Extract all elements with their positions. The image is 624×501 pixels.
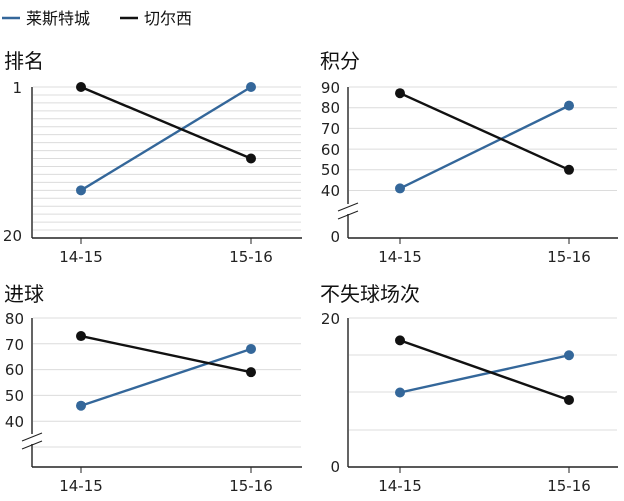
series-line-chelsea bbox=[80, 85, 252, 160]
x-tick-label-rank-1516: 15-16 bbox=[229, 248, 273, 266]
data-point-chelsea-1415 bbox=[76, 331, 86, 342]
data-point-leicester-1516 bbox=[564, 100, 574, 111]
y-tick-label-clean-sheets-20: 20 bbox=[321, 310, 340, 328]
legend-label-leicester: 莱斯特城 bbox=[26, 9, 90, 28]
panel-title-clean-sheets: 不失球场次 bbox=[320, 282, 420, 306]
y-tick-label-goals-50: 50 bbox=[5, 387, 24, 405]
y-tick-label-goals-60: 60 bbox=[5, 361, 24, 379]
series-line-chelsea bbox=[399, 92, 570, 171]
gridlines-points bbox=[349, 86, 617, 239]
series-points bbox=[395, 88, 574, 194]
data-point-chelsea-1516 bbox=[246, 367, 256, 378]
data-point-leicester-1516 bbox=[246, 82, 256, 92]
data-point-chelsea-1516 bbox=[246, 153, 256, 164]
y-tick-label-points-50: 50 bbox=[321, 161, 340, 179]
y-tick-label-rank-20: 20 bbox=[3, 227, 22, 245]
series-goals bbox=[76, 331, 256, 411]
data-point-leicester-1415 bbox=[395, 387, 405, 398]
axis-break-goals-b bbox=[21, 440, 43, 450]
x-tick-label-goals-1415: 14-15 bbox=[59, 477, 103, 495]
y-tick-label-clean-sheets-0: 0 bbox=[330, 458, 340, 476]
series-clean-sheets bbox=[395, 335, 574, 405]
data-point-leicester-1516 bbox=[564, 350, 574, 361]
panel-rank: 排名 1 20 14-15 15-16 bbox=[3, 49, 302, 266]
y-tick-label-points-90: 90 bbox=[321, 79, 340, 97]
y-tick-label-points-40: 40 bbox=[321, 182, 340, 200]
data-point-chelsea-1415 bbox=[395, 88, 405, 99]
series-line-chelsea bbox=[80, 334, 252, 374]
data-point-chelsea-1415 bbox=[76, 82, 86, 92]
x-tick-label-points-1415: 14-15 bbox=[378, 248, 422, 266]
y-tick-label-points-70: 70 bbox=[321, 120, 340, 138]
axis-break-points-a bbox=[337, 202, 359, 212]
panel-clean-sheets: 不失球场次 20 0 14-15 15-16 bbox=[320, 282, 618, 495]
panel-title-goals: 进球 bbox=[4, 282, 44, 306]
gridlines-clean-sheets bbox=[349, 317, 617, 431]
y-tick-label-points-0: 0 bbox=[330, 228, 340, 246]
panel-title-rank: 排名 bbox=[4, 49, 44, 73]
axis-break-goals-a bbox=[21, 432, 43, 442]
series-line-leicester bbox=[80, 347, 252, 407]
data-point-chelsea-1516 bbox=[564, 394, 574, 405]
y-tick-label-points-60: 60 bbox=[321, 141, 340, 159]
data-point-leicester-1516 bbox=[246, 343, 256, 354]
gridlines-rank bbox=[33, 86, 301, 231]
y-tick-label-goals-80: 80 bbox=[5, 310, 24, 328]
y-tick-label-points-80: 80 bbox=[321, 99, 340, 117]
series-line-leicester bbox=[399, 354, 570, 394]
data-point-leicester-1415 bbox=[76, 185, 86, 196]
panel-points: 积分 90 80 70 60 50 40 0 14-15 15-16 bbox=[320, 49, 618, 266]
axis-break-points-b bbox=[337, 210, 359, 220]
legend: 莱斯特城 切尔西 bbox=[2, 9, 192, 28]
series-line-leicester bbox=[399, 104, 570, 190]
x-tick-label-rank-1415: 14-15 bbox=[59, 248, 103, 266]
panel-goals: 进球 80 70 60 50 40 14-15 15-16 bbox=[4, 282, 302, 495]
panel-title-points: 积分 bbox=[320, 49, 360, 73]
gridlines-goals bbox=[33, 317, 301, 448]
y-tick-label-rank-1: 1 bbox=[12, 79, 22, 97]
series-rank bbox=[76, 82, 256, 196]
y-tick-label-goals-70: 70 bbox=[5, 336, 24, 354]
x-tick-label-points-1516: 15-16 bbox=[547, 248, 591, 266]
data-point-chelsea-1415 bbox=[395, 335, 405, 346]
y-tick-label-goals-40: 40 bbox=[5, 413, 24, 431]
data-point-chelsea-1516 bbox=[564, 164, 574, 175]
data-point-leicester-1415 bbox=[76, 400, 86, 411]
series-line-leicester bbox=[80, 85, 252, 192]
series-line-chelsea bbox=[399, 339, 570, 402]
x-tick-label-clean-sheets-1516: 15-16 bbox=[547, 477, 591, 495]
legend-label-chelsea: 切尔西 bbox=[144, 9, 192, 28]
x-tick-label-goals-1516: 15-16 bbox=[229, 477, 273, 495]
data-point-leicester-1415 bbox=[395, 183, 405, 194]
x-tick-label-clean-sheets-1415: 14-15 bbox=[378, 477, 422, 495]
